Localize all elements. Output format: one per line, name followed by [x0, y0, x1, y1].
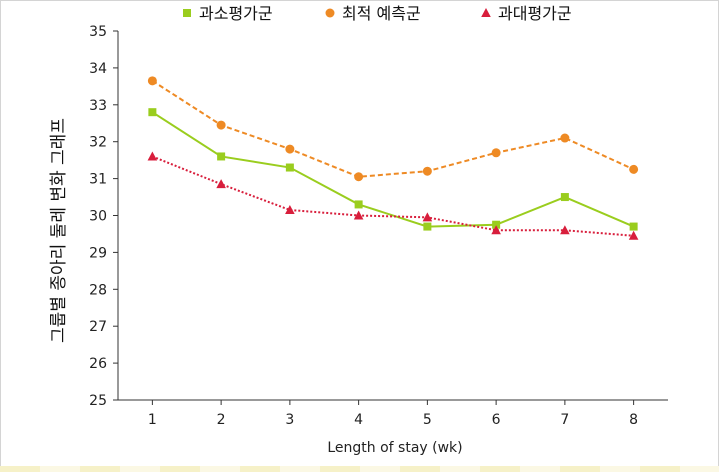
- series-1-point: [285, 163, 294, 172]
- y-tick-label: 26: [89, 356, 107, 372]
- x-tick-label: 8: [629, 412, 638, 428]
- y-tick-label: 35: [89, 24, 107, 40]
- y-tick-label: 27: [89, 319, 107, 335]
- series-1-point: [560, 193, 569, 202]
- series-2-point: [285, 144, 295, 154]
- series-3-line: [152, 155, 634, 237]
- y-axis-title: 그룹별 종아리 둘레 변화 그래프: [49, 118, 69, 343]
- series-1-point: [423, 222, 432, 231]
- series-2-point: [560, 133, 570, 143]
- series-3-point: [560, 225, 570, 235]
- x-tick-label: 1: [148, 412, 157, 428]
- series-1: [148, 108, 638, 231]
- series-2-point: [422, 166, 432, 176]
- legend-item-2: 최적 예측군: [325, 4, 421, 23]
- series-3-point: [422, 212, 433, 222]
- legend-item-3: 과대평가군: [481, 4, 572, 23]
- legend-label-1: 과소평가군: [199, 4, 273, 23]
- legend-marker-1: [183, 9, 191, 17]
- series-3-point: [628, 230, 639, 240]
- y-tick-label: 30: [89, 209, 107, 225]
- series-3-point: [285, 204, 295, 214]
- series-2-point: [491, 148, 501, 158]
- series-2-point: [147, 76, 157, 86]
- series-1-point: [217, 152, 226, 161]
- series-2: [147, 76, 639, 182]
- bottom-strip: [0, 466, 719, 472]
- legend-item-1: 과소평가군: [183, 4, 273, 23]
- x-tick-label: 3: [285, 412, 294, 428]
- x-tick-label: 2: [217, 412, 226, 428]
- x-tick-label: 5: [423, 412, 432, 428]
- legend-marker-2: [325, 8, 335, 18]
- series-2-line: [151, 79, 635, 178]
- x-tick-label: 6: [492, 412, 501, 428]
- legend-marker-3: [481, 8, 491, 17]
- legend-label-3: 과대평가군: [498, 4, 572, 23]
- y-ticks: 25 26 27 28 29 30 31 32 33 34 35: [89, 24, 118, 409]
- legend: 과소평가군 최적 예측군 과대평가군: [183, 4, 572, 23]
- y-tick-label: 29: [89, 245, 107, 261]
- series-3-point: [147, 151, 158, 161]
- series-2-point: [216, 120, 226, 130]
- series-2-point: [354, 172, 364, 182]
- y-tick-label: 31: [89, 172, 107, 188]
- series-1-point: [148, 108, 157, 117]
- x-tick-label: 7: [560, 412, 569, 428]
- series-2-point: [629, 164, 639, 174]
- x-ticks: 1 2 3 4 5 6 7 8: [148, 400, 638, 428]
- series-3-point: [491, 225, 501, 235]
- x-axis-title: Length of stay (wk): [327, 440, 462, 456]
- series-3-point: [353, 210, 364, 220]
- series-layer: [147, 76, 639, 240]
- y-tick-label: 33: [89, 98, 107, 114]
- series-1-line: [151, 111, 635, 228]
- y-tick-label: 28: [89, 282, 107, 298]
- y-tick-label: 34: [89, 61, 107, 77]
- series-1-point: [629, 222, 638, 231]
- y-tick-label: 32: [89, 135, 107, 151]
- series-1-point: [354, 200, 363, 209]
- series-3: [147, 151, 639, 240]
- y-tick-label: 25: [89, 393, 107, 409]
- legend-label-2: 최적 예측군: [342, 4, 421, 23]
- series-1-point: [492, 220, 501, 229]
- x-tick-label: 4: [354, 412, 363, 428]
- series-3-point: [216, 179, 226, 189]
